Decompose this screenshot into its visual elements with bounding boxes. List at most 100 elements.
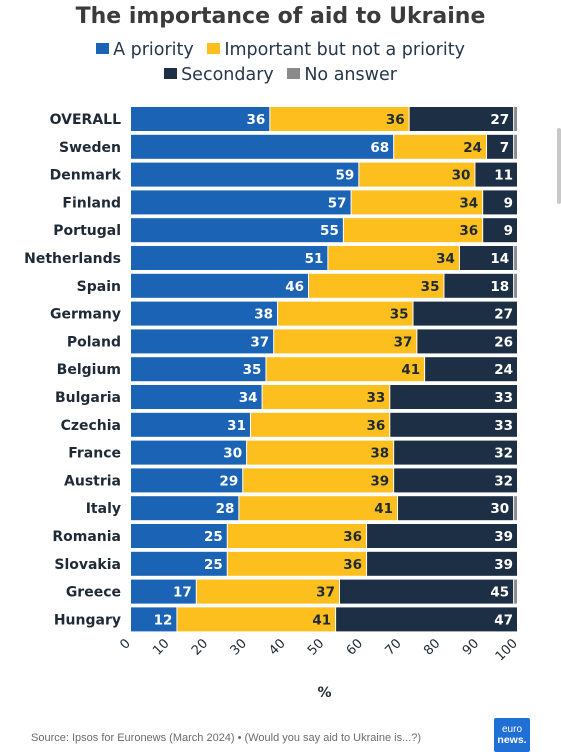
- bar-spain-secondary: [444, 273, 514, 298]
- bar-portugal-a-priority: [131, 218, 343, 243]
- data-label-netherlands-important-but-not-a-priority: 34: [436, 251, 455, 267]
- bar-france-secondary: [394, 440, 517, 465]
- category-label-finland: Finland: [62, 195, 121, 211]
- x-tick-label-40: 40: [266, 636, 288, 658]
- legend-label-no-answer: No answer: [304, 65, 397, 85]
- bar-portugal-important-but-not-a-priority: [343, 218, 483, 243]
- data-label-romania-important-but-not-a-priority: 36: [343, 529, 362, 545]
- data-label-slovakia-important-but-not-a-priority: 36: [343, 557, 362, 573]
- bar-hungary-a-priority: [131, 607, 177, 632]
- data-label-portugal-a-priority: 55: [320, 223, 339, 239]
- category-label-france: France: [68, 446, 121, 462]
- data-label-denmark-secondary: 11: [494, 168, 513, 184]
- logo-text-line2: news.: [497, 734, 527, 746]
- data-label-italy-secondary: 30: [490, 501, 509, 517]
- category-label-austria: Austria: [64, 473, 121, 489]
- category-label-romania: Romania: [52, 529, 121, 545]
- bar-austria-important-but-not-a-priority: [243, 468, 394, 493]
- category-label-greece: Greece: [66, 585, 121, 601]
- bar-slovakia-secondary: [367, 551, 517, 576]
- data-label-germany-a-priority: 38: [254, 307, 273, 323]
- category-label-denmark: Denmark: [50, 168, 122, 184]
- scrollbar[interactable]: [557, 128, 561, 204]
- bar-greece-important-but-not-a-priority: [196, 579, 339, 604]
- bar-bulgaria-secondary: [390, 385, 517, 409]
- data-label-france-secondary: 32: [494, 446, 513, 462]
- category-label-spain: Spain: [77, 279, 121, 295]
- bar-romania-secondary: [367, 524, 517, 548]
- data-label-finland-important-but-not-a-priority: 34: [459, 195, 478, 211]
- category-label-bulgaria: Bulgaria: [55, 390, 121, 406]
- legend-swatch-important: [207, 43, 221, 54]
- category-label-italy: Italy: [86, 501, 121, 517]
- data-label-sweden-secondary: 7: [500, 140, 509, 156]
- bar-belgium-important-but-not-a-priority: [266, 357, 425, 382]
- x-tick-label-50: 50: [305, 636, 327, 658]
- bar-hungary-important-but-not-a-priority: [177, 607, 336, 632]
- bar-italy-important-but-not-a-priority: [239, 496, 398, 521]
- category-label-germany: Germany: [50, 307, 121, 323]
- data-label-belgium-important-but-not-a-priority: 41: [401, 362, 420, 378]
- bar-bulgaria-a-priority: [131, 385, 262, 409]
- bar-romania-important-but-not-a-priority: [227, 524, 367, 548]
- bar-poland-secondary: [417, 329, 517, 354]
- category-label-portugal: Portugal: [53, 223, 121, 239]
- bar-germany-secondary: [413, 301, 517, 326]
- bar-netherlands-no-answer: [514, 246, 517, 270]
- data-label-overall-secondary: 27: [490, 112, 509, 128]
- data-label-slovakia-a-priority: 25: [204, 557, 223, 573]
- bar-denmark-a-priority: [131, 162, 359, 187]
- category-label-sweden: Sweden: [59, 140, 121, 156]
- data-label-overall-a-priority: 36: [247, 112, 266, 128]
- bar-greece-no-answer: [514, 579, 517, 604]
- data-label-belgium-secondary: 24: [494, 362, 513, 378]
- bar-france-important-but-not-a-priority: [247, 440, 394, 465]
- bar-czechia-a-priority: [131, 412, 250, 437]
- chart-title: The importance of aid to Ukraine: [75, 4, 486, 29]
- data-label-sweden-important-but-not-a-priority: 24: [463, 140, 482, 156]
- bar-sweden-no-answer: [514, 134, 517, 159]
- data-label-denmark-important-but-not-a-priority: 30: [452, 168, 471, 184]
- x-tick-label-10: 10: [150, 636, 172, 658]
- data-label-greece-a-priority: 17: [173, 585, 192, 601]
- bar-sweden-important-but-not-a-priority: [394, 134, 487, 159]
- euronews-logo: euro news.: [494, 718, 530, 752]
- bar-portugal-secondary: [483, 218, 517, 243]
- legend-item-important: Important but not a priority: [207, 40, 465, 60]
- bar-netherlands-a-priority: [131, 246, 328, 270]
- bar-france-a-priority: [131, 440, 247, 465]
- data-label-sweden-a-priority: 68: [370, 140, 389, 156]
- bar-spain-a-priority: [131, 273, 309, 298]
- category-label-slovakia: Slovakia: [54, 557, 121, 573]
- data-label-hungary-secondary: 47: [494, 612, 513, 628]
- bar-germany-important-but-not-a-priority: [278, 301, 413, 326]
- legend-label-important: Important but not a priority: [224, 40, 465, 60]
- data-label-slovakia-secondary: 39: [494, 557, 513, 573]
- data-label-greece-secondary: 45: [490, 585, 509, 601]
- data-label-bulgaria-important-but-not-a-priority: 33: [366, 390, 385, 406]
- data-label-overall-important-but-not-a-priority: 36: [386, 112, 405, 128]
- bar-spain-important-but-not-a-priority: [309, 273, 444, 298]
- bar-netherlands-secondary: [459, 246, 514, 270]
- bar-slovakia-important-but-not-a-priority: [227, 551, 367, 576]
- x-tick-label-20: 20: [189, 636, 211, 658]
- data-label-czechia-important-but-not-a-priority: 36: [366, 418, 385, 434]
- category-label-overall: OVERALL: [50, 112, 121, 128]
- bar-greece-a-priority: [131, 579, 196, 604]
- bar-austria-secondary: [394, 468, 517, 493]
- bar-overall-a-priority: [131, 107, 270, 131]
- bar-czechia-secondary: [390, 412, 517, 437]
- bar-romania-a-priority: [131, 524, 227, 548]
- logo-text-line1: euro: [501, 724, 522, 735]
- bar-finland-secondary: [483, 190, 517, 215]
- data-label-netherlands-secondary: 14: [490, 251, 509, 267]
- legend-swatch-no-answer: [287, 68, 301, 79]
- data-label-hungary-important-but-not-a-priority: 41: [312, 612, 331, 628]
- bar-overall-no-answer: [514, 107, 517, 131]
- bar-denmark-secondary: [475, 162, 517, 187]
- category-label-hungary: Hungary: [54, 612, 121, 628]
- data-label-austria-a-priority: 29: [219, 473, 238, 489]
- bar-belgium-secondary: [425, 357, 517, 382]
- bar-hungary-secondary: [336, 607, 517, 632]
